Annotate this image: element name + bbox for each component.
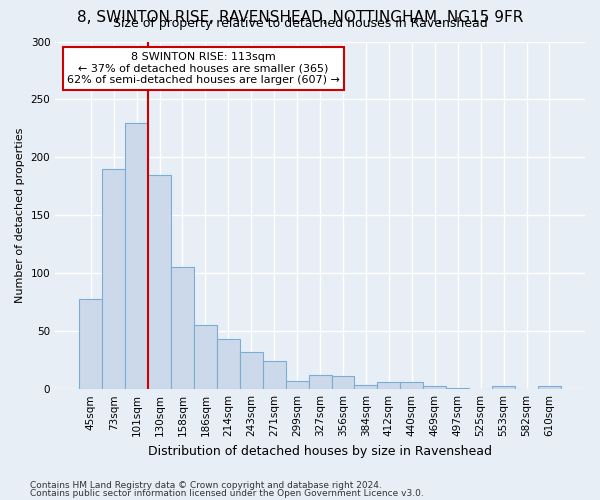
Bar: [355, 384, 377, 389]
Bar: [125, 122, 148, 389]
Bar: [308, 376, 332, 389]
Text: Size of property relative to detached houses in Ravenshead: Size of property relative to detached ho…: [113, 18, 487, 30]
Bar: [102, 169, 125, 389]
Bar: [194, 326, 217, 389]
Text: Contains HM Land Registry data © Crown copyright and database right 2024.: Contains HM Land Registry data © Crown c…: [30, 481, 382, 490]
Bar: [171, 268, 194, 389]
Bar: [377, 382, 400, 389]
Bar: [400, 382, 423, 389]
Bar: [332, 376, 355, 389]
Bar: [148, 175, 171, 389]
Bar: [79, 299, 102, 389]
Text: Contains public sector information licensed under the Open Government Licence v3: Contains public sector information licen…: [30, 488, 424, 498]
Bar: [423, 386, 446, 389]
Bar: [240, 352, 263, 389]
Y-axis label: Number of detached properties: Number of detached properties: [15, 128, 25, 303]
Bar: [217, 340, 240, 389]
Text: 8 SWINTON RISE: 113sqm
← 37% of detached houses are smaller (365)
62% of semi-de: 8 SWINTON RISE: 113sqm ← 37% of detached…: [67, 52, 340, 85]
Bar: [538, 386, 561, 389]
Text: 8, SWINTON RISE, RAVENSHEAD, NOTTINGHAM, NG15 9FR: 8, SWINTON RISE, RAVENSHEAD, NOTTINGHAM,…: [77, 10, 523, 25]
Bar: [492, 386, 515, 389]
Bar: [286, 381, 308, 389]
Bar: [446, 388, 469, 389]
Bar: [263, 362, 286, 389]
X-axis label: Distribution of detached houses by size in Ravenshead: Distribution of detached houses by size …: [148, 444, 492, 458]
